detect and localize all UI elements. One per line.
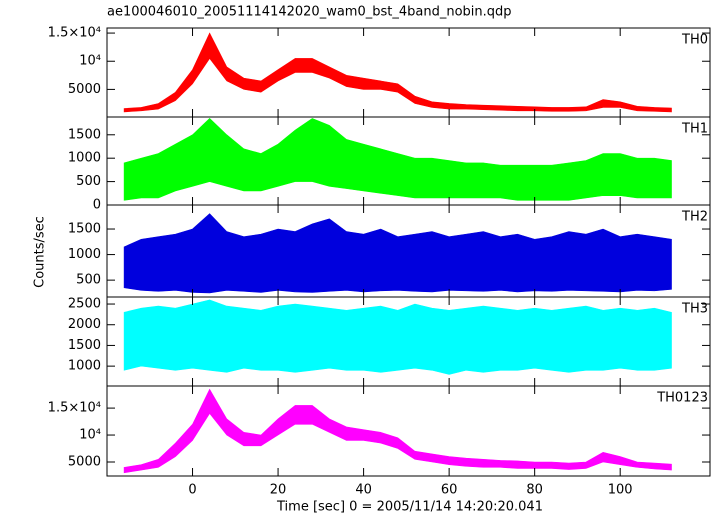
panel-label: TH1 <box>681 122 708 137</box>
y-tick-label: 1000 <box>68 359 101 374</box>
y-tick-label: 1.5×10⁴ <box>48 401 101 416</box>
x-tick-label: 40 <box>355 483 372 498</box>
signal-band <box>123 117 672 201</box>
x-tick-label: 100 <box>608 483 633 498</box>
signal-band <box>123 299 672 375</box>
y-tick-label: 0 <box>93 198 101 213</box>
x-tick-label: 60 <box>441 483 458 498</box>
y-tick-label: 1000 <box>68 151 101 166</box>
signal-band <box>123 32 672 113</box>
y-tick-label: 10⁴ <box>79 428 101 443</box>
y-tick-label: 500 <box>76 273 101 288</box>
chart-title: ae100046010_20051114142020_wam0_bst_4ban… <box>107 5 512 20</box>
panel-label: TH3 <box>681 302 708 317</box>
y-tick-label: 2000 <box>68 317 101 332</box>
y-tick-label: 1500 <box>68 222 101 237</box>
y-tick-label: 5000 <box>68 82 101 97</box>
panel-label: TH2 <box>681 210 708 225</box>
panel-label: TH0 <box>681 33 708 48</box>
panel-frame <box>106 385 711 477</box>
y-tick-label: 10⁴ <box>79 54 101 69</box>
panel-label: TH0123 <box>656 391 708 406</box>
signal-band <box>123 213 672 294</box>
x-tick-label: 0 <box>188 483 196 498</box>
x-tick-label: 20 <box>270 483 287 498</box>
y-tick-label: 2500 <box>68 297 101 312</box>
y-tick-label: 5000 <box>68 454 101 469</box>
x-axis-label: Time [sec] 0 = 2005/11/14 14:20:20.041 <box>276 500 543 515</box>
y-tick-label: 1500 <box>68 127 101 142</box>
y-tick-label: 1500 <box>68 338 101 353</box>
y-axis-label: Counts/sec <box>33 216 48 288</box>
signal-band <box>123 388 672 474</box>
y-tick-label: 500 <box>76 174 101 189</box>
y-tick-label: 1.5×10⁴ <box>48 26 101 41</box>
x-tick-label: 80 <box>526 483 543 498</box>
y-tick-label: 1000 <box>68 247 101 262</box>
